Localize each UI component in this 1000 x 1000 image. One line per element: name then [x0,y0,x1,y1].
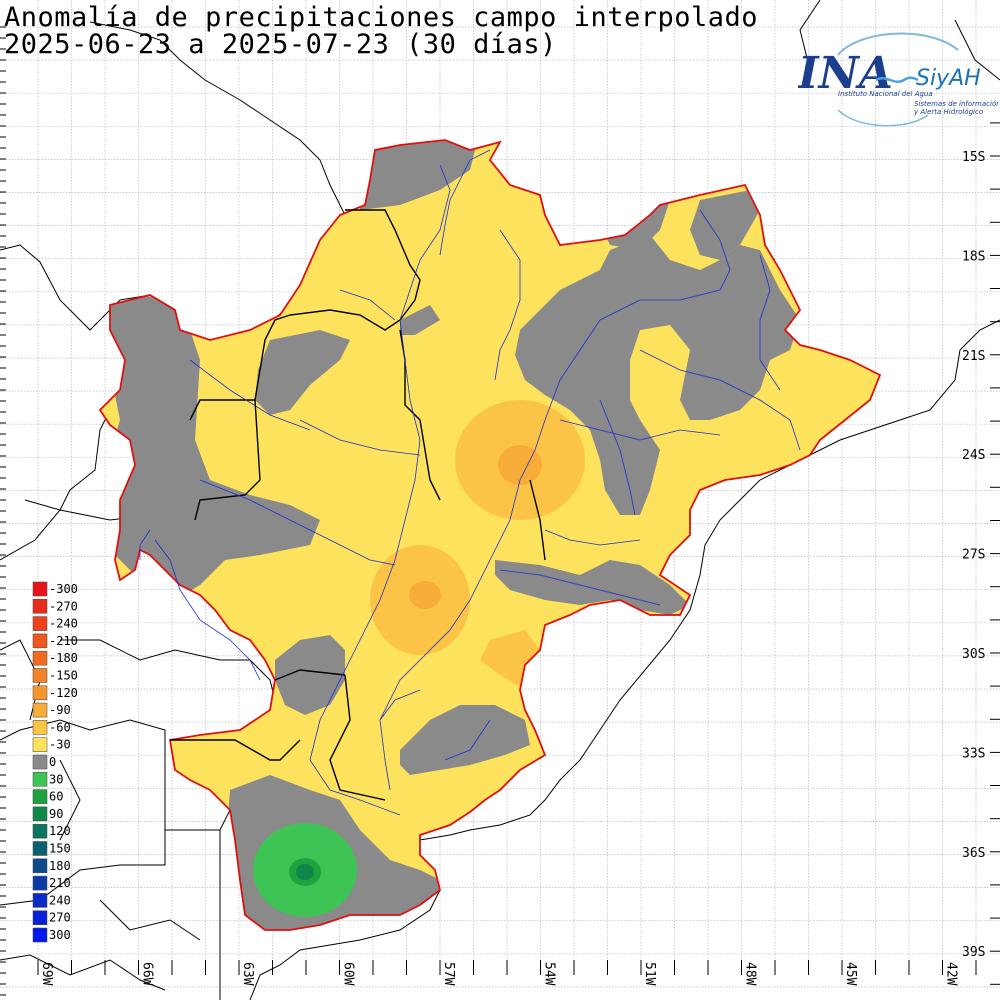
legend: -300-270-240-210-180-150-120-90-60-30030… [32,581,78,943]
legend-swatch [32,806,48,822]
latitude-label: 15S [962,150,985,165]
legend-swatch [32,823,48,839]
latitude-label: 30S [962,647,985,662]
legend-label: 30 [49,772,63,786]
legend-label: -150 [49,669,78,683]
legend-label: -210 [49,634,78,648]
axes: 15S 18S 21S 24S 27S 30S 33S 36S 39S 69W 66W 63W 60W 5… [0,26,1000,996]
internal-borders [170,209,546,801]
longitude-label: 45W [843,962,858,986]
logo-subtitle-2: y Alerta Hidrológico [913,108,983,116]
latitude-label: 36S [962,846,985,861]
legend-swatch [32,616,48,631]
legend-label: 90 [49,807,63,821]
legend-label: -30 [49,738,71,752]
legend-swatch [32,910,48,925]
legend-label: 210 [49,876,71,890]
logo-arc-icon [837,32,959,56]
legend-swatch [32,841,48,856]
latitude-label: 39S [962,945,985,960]
legend-swatch [32,668,48,683]
longitude-label: 42W [944,962,959,986]
latitude-label: 24S [962,448,985,463]
legend-swatch [32,858,48,874]
latitude-label: 18S [962,249,985,264]
legend-label: 0 [49,755,56,769]
ina-siyah-logo: INA SiyAH Instituto Nacional del Agua Si… [798,32,998,127]
legend-label: 180 [49,859,71,873]
logo-subtitle-1: Sistemas de información [914,100,998,108]
legend-label: 150 [49,842,71,856]
logo-wave-icon [875,76,919,83]
map-title: Anomalía de precipitaciones campo interp… [4,2,758,33]
legend-label: 270 [49,911,71,925]
legend-swatch [32,650,48,666]
rivers [139,149,801,816]
legend-swatch [32,772,48,787]
legend-label: -240 [49,617,78,631]
longitude-label: 63W [240,962,255,986]
logo-institute: Instituto Nacional del Agua [838,90,933,98]
legend-label: -60 [49,720,71,734]
latitude-label: 33S [962,746,985,761]
longitude-label: 54W [542,962,557,986]
longitude-label: 60W [341,962,356,986]
legend-label: -180 [49,651,78,665]
legend-swatch [32,702,48,718]
latitude-label: 21S [962,349,985,364]
legend-label: 300 [49,928,71,942]
legend-swatch [32,581,48,597]
legend-swatch [32,633,48,649]
longitude-label: 69W [39,962,54,986]
logo-brand: INA [798,48,893,99]
legend-swatch [32,927,48,943]
legend-label: -120 [49,686,78,700]
legend-swatch [32,685,48,701]
legend-label: 60 [49,790,63,804]
legend-swatch [32,599,48,614]
legend-label: 120 [49,824,71,838]
legend-label: -90 [49,703,71,717]
legend-swatch [32,789,48,804]
longitude-label: 51W [642,962,657,986]
legend-label: -300 [49,582,78,596]
legend-swatch [32,737,48,752]
legend-swatch [32,754,48,770]
logo-arc-bottom-icon [837,109,929,127]
legend-label: -270 [49,599,78,613]
legend-swatch [32,875,48,891]
logo-system: SiyAH [916,66,981,91]
legend-swatch [32,893,48,908]
legend-swatch [32,720,48,735]
legend-label: 240 [49,893,71,907]
longitude-label: 66W [140,962,155,986]
latitude-label: 27S [962,548,985,563]
longitude-label: 48W [743,962,758,986]
map-date-range: 2025-06-23 a 2025-07-23 (30 días) [4,29,557,60]
longitude-label: 57W [441,962,456,986]
